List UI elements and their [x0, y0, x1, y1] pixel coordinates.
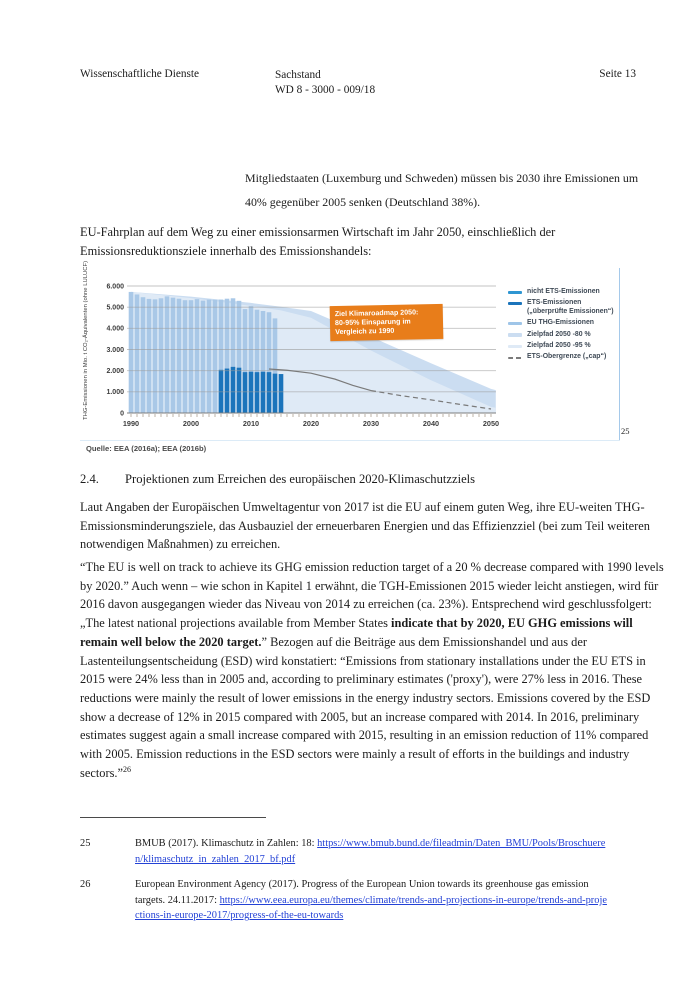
legend-item: Zielpfad 2050 -95 %	[508, 342, 620, 350]
chart-legend: nicht ETS-Emissionen ETS-Emissionen („übe…	[508, 288, 620, 365]
footnote-separator	[80, 817, 266, 818]
legend-swatch-icon	[508, 333, 522, 337]
footnote-text: BMUB (2017). Klimaschutz in Zahlen: 18: …	[135, 838, 606, 865]
emissions-chart-figure: THG-Emissionen in Mio. t CO₂-Äquivalente…	[80, 261, 630, 463]
header-doc-number: WD 8 - 3000 - 009/18	[275, 84, 376, 96]
legend-label: Zielpfad 2050 -95 %	[527, 342, 591, 350]
intro-paragraph: EU-Fahrplan auf dem Weg zu einer emissio…	[80, 225, 556, 258]
legend-swatch-icon	[508, 301, 522, 306]
footnote-number: 26	[80, 879, 91, 890]
svg-text:0: 0	[120, 410, 124, 417]
svg-text:4.000: 4.000	[106, 326, 124, 333]
header-org: Wissenschaftliche Dienste	[80, 68, 200, 80]
legend-label: EU THG-Emissionen	[527, 319, 595, 327]
footnote-ref: 26	[123, 764, 132, 774]
svg-text:2050: 2050	[483, 419, 499, 428]
quote-paragraph: Mitgliedstaaten (Luxemburg und Schweden)…	[245, 171, 639, 209]
legend-swatch-icon	[508, 290, 522, 294]
header-doc-type: Sachstand	[275, 69, 321, 81]
section-number: 2.4.	[80, 472, 99, 486]
legend-swatch-icon	[508, 344, 522, 349]
footnote-25: 25 BMUB (2017). Klimaschutz in Zahlen: 1…	[80, 836, 608, 867]
svg-text:1.000: 1.000	[106, 389, 124, 396]
legend-label: ETS-Obergrenze („cap“)	[527, 353, 607, 361]
svg-text:2030: 2030	[363, 419, 379, 428]
chart-annotation-box: Ziel Klimaroadmap 2050: 80-95% Einsparun…	[329, 303, 444, 342]
footnote-text: European Environment Agency (2017). Prog…	[135, 879, 607, 922]
svg-text:2.000: 2.000	[106, 368, 124, 375]
svg-text:1990: 1990	[123, 419, 139, 428]
legend-label: nicht ETS-Emissionen	[527, 288, 600, 295]
legend-item: nicht ETS-Emissionen	[508, 288, 620, 296]
section-title: Projektionen zum Erreichen des europäisc…	[125, 472, 476, 486]
svg-text:2000: 2000	[183, 419, 199, 428]
chart-source-caption: Quelle: EEA (2016a); EEA (2016b)	[86, 444, 207, 453]
legend-swatch-icon	[508, 356, 522, 359]
svg-text:6.000: 6.000	[106, 283, 124, 290]
footnote-link[interactable]: https://www.bmub.bund.de/fileadmin/Daten…	[135, 838, 606, 865]
legend-label: Zielpfad 2050 -80 %	[527, 330, 591, 338]
legend-label: ETS-Emissionen („überprüfte Emissionen“)	[527, 299, 614, 315]
body-paragraph-1: Laut Angaben der Europäischen Umweltagen…	[80, 500, 650, 552]
svg-text:2010: 2010	[243, 419, 259, 428]
figure-bottom-border	[80, 440, 620, 441]
legend-swatch-icon	[508, 321, 522, 326]
legend-item: Zielpfad 2050 -80 %	[508, 331, 620, 339]
chart-plot-area: 0 1.000 2.000 3.000 4.000 5.000 6.000 1990 2000 2…	[106, 283, 499, 428]
legend-item: ETS-Emissionen („überprüfte Emissionen“)	[508, 299, 620, 316]
footnote-link[interactable]: https://www.eea.europa.eu/themes/climate…	[135, 894, 607, 922]
legend-item: ETS-Obergrenze („cap“)	[508, 353, 620, 361]
section-heading: 2.4. Projektionen zum Erreichen des europ…	[80, 472, 662, 487]
footnote-number: 25	[80, 838, 91, 849]
svg-text:5.000: 5.000	[106, 305, 124, 312]
svg-text:2020: 2020	[303, 419, 319, 428]
figure-right-border	[619, 268, 620, 441]
svg-text:3.000: 3.000	[106, 347, 124, 354]
svg-text:2040: 2040	[423, 419, 439, 428]
body-paragraph-2: “The EU is well on track to achieve its …	[80, 560, 664, 780]
figure-footnote-ref: 25	[621, 426, 630, 436]
header-doc-info: Sachstand WD 8 - 3000 - 009/18	[275, 68, 375, 98]
header-page-number: Seite 13	[599, 68, 636, 80]
legend-item: EU THG-Emissionen	[508, 319, 620, 327]
footnote-26: 26 European Environment Agency (2017). P…	[80, 877, 608, 924]
